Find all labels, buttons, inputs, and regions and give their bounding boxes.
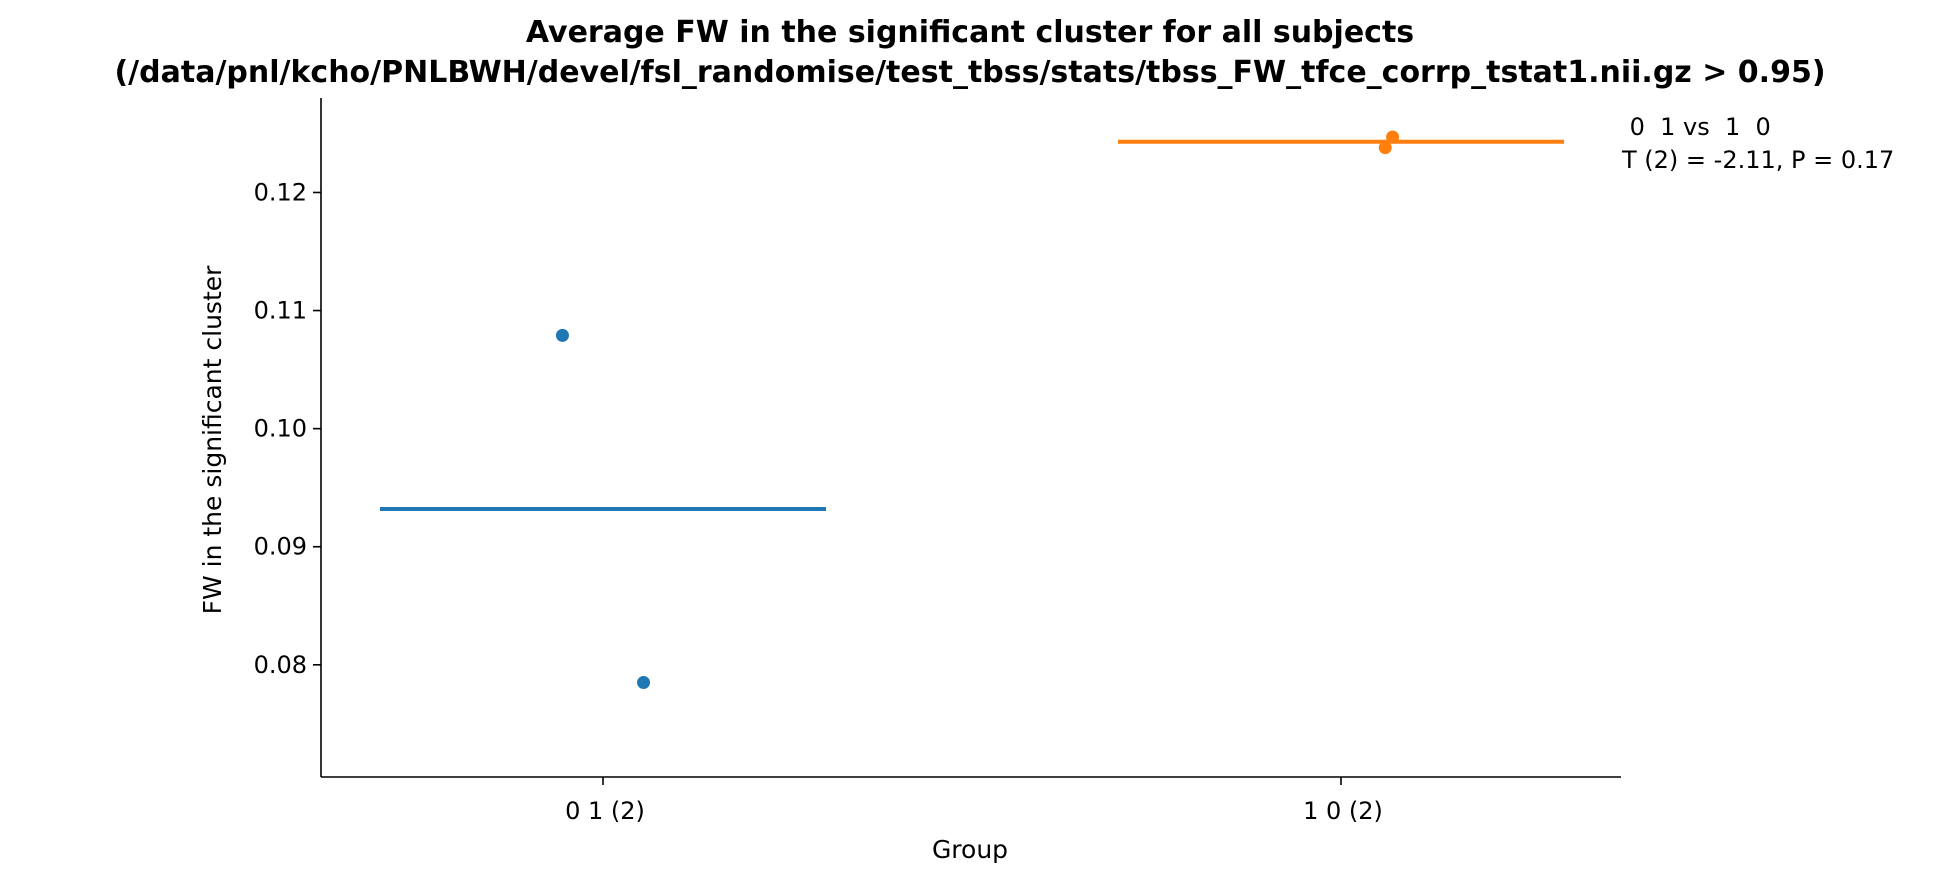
chart-title-line-1: Average FW in the significant cluster fo… <box>526 15 1414 50</box>
x-tick-label: 0 1 (2) <box>565 797 645 825</box>
y-tick-label: 0.10 <box>254 415 307 443</box>
y-tick-label: 0.12 <box>254 178 307 206</box>
chart-title-line-2: (/data/pnl/kcho/PNLBWH/devel/fsl_randomi… <box>114 55 1825 90</box>
y-tick-label: 0.11 <box>254 297 307 325</box>
y-tick-label: 0.09 <box>254 533 307 561</box>
y-axis-label: FW in the significant cluster <box>198 265 227 615</box>
x-tick-label: 1 0 (2) <box>1303 797 1383 825</box>
annotation-statistics: T (2) = -2.11, P = 0.17 <box>1621 146 1894 174</box>
axes: 0.08 0.09 0.10 0.11 0.12 0 1 (2) 1 0 (2) <box>254 98 1621 825</box>
x-axis-label: Group <box>932 835 1008 864</box>
data-point <box>1378 141 1392 155</box>
data-point <box>555 328 569 342</box>
data-point <box>637 676 651 690</box>
y-tick-label: 0.08 <box>254 651 307 679</box>
data-point <box>1386 130 1400 144</box>
annotation-comparison: 0 1 vs 1 0 <box>1622 113 1771 141</box>
data-marks <box>380 130 1564 690</box>
